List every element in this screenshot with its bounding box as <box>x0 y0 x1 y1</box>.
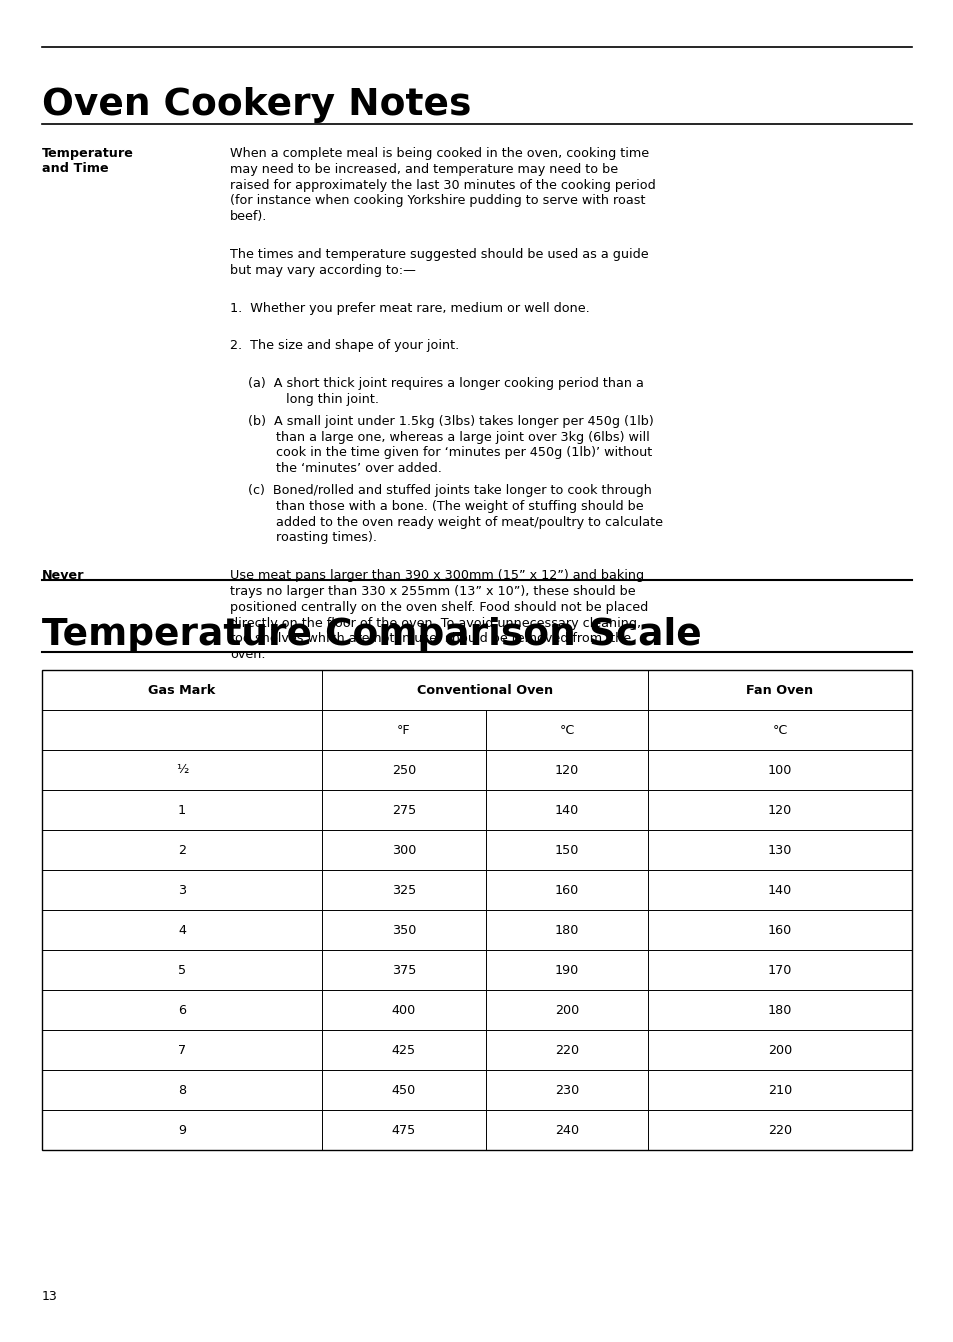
Text: may need to be increased, and temperature may need to be: may need to be increased, and temperatur… <box>230 162 618 176</box>
Text: 400: 400 <box>392 1004 416 1016</box>
Text: Gas Mark: Gas Mark <box>149 683 215 696</box>
Text: 350: 350 <box>392 923 416 937</box>
Text: 325: 325 <box>392 883 416 896</box>
Text: than a large one, whereas a large joint over 3kg (6lbs) will: than a large one, whereas a large joint … <box>248 431 649 444</box>
Text: than those with a bone. (The weight of stuffing should be: than those with a bone. (The weight of s… <box>248 499 643 513</box>
Text: 1: 1 <box>178 804 186 816</box>
Text: Temperature: Temperature <box>42 148 133 160</box>
Text: The times and temperature suggested should be used as a guide: The times and temperature suggested shou… <box>230 248 648 260</box>
Text: 220: 220 <box>767 1123 791 1137</box>
Text: 240: 240 <box>555 1123 578 1137</box>
Text: 250: 250 <box>392 764 416 777</box>
Text: Conventional Oven: Conventional Oven <box>416 683 553 696</box>
Text: 160: 160 <box>767 923 791 937</box>
Text: 100: 100 <box>767 764 791 777</box>
Text: 2: 2 <box>178 844 186 856</box>
Bar <box>42 670 911 1150</box>
Text: Temperature Comparison Scale: Temperature Comparison Scale <box>42 617 701 654</box>
Text: 230: 230 <box>555 1083 578 1096</box>
Text: raised for approximately the last 30 minutes of the cooking period: raised for approximately the last 30 min… <box>230 178 655 192</box>
Text: 450: 450 <box>392 1083 416 1096</box>
Text: roasting times).: roasting times). <box>248 531 376 545</box>
Text: °C: °C <box>772 723 787 737</box>
Text: (c)  Boned/rolled and stuffed joints take longer to cook through: (c) Boned/rolled and stuffed joints take… <box>248 484 651 497</box>
Text: 200: 200 <box>767 1044 791 1056</box>
Text: 160: 160 <box>555 883 578 896</box>
Text: and Time: and Time <box>42 162 109 176</box>
Text: (for instance when cooking Yorkshire pudding to serve with roast: (for instance when cooking Yorkshire pud… <box>230 195 645 208</box>
Text: 120: 120 <box>555 764 578 777</box>
Text: 200: 200 <box>555 1004 578 1016</box>
Text: (a)  A short thick joint requires a longer cooking period than a: (a) A short thick joint requires a longe… <box>248 377 643 391</box>
Text: 180: 180 <box>767 1004 791 1016</box>
Text: When a complete meal is being cooked in the oven, cooking time: When a complete meal is being cooked in … <box>230 148 648 160</box>
Text: 5: 5 <box>178 964 186 977</box>
Text: 140: 140 <box>555 804 578 816</box>
Text: 140: 140 <box>767 883 791 896</box>
Text: (b)  A small joint under 1.5kg (3lbs) takes longer per 450g (1lb): (b) A small joint under 1.5kg (3lbs) tak… <box>248 415 653 428</box>
Text: 190: 190 <box>555 964 578 977</box>
Text: 300: 300 <box>392 844 416 856</box>
Text: 6: 6 <box>178 1004 186 1016</box>
Text: 7: 7 <box>178 1044 186 1056</box>
Text: °F: °F <box>396 723 411 737</box>
Text: Never: Never <box>42 569 85 582</box>
Text: 180: 180 <box>555 923 578 937</box>
Text: cook in the time given for ‘minutes per 450g (1lb)’ without: cook in the time given for ‘minutes per … <box>248 447 652 459</box>
Text: 475: 475 <box>392 1123 416 1137</box>
Text: rod shelves which are not in use, should be removed from  the: rod shelves which are not in use, should… <box>230 632 631 646</box>
Text: 130: 130 <box>767 844 791 856</box>
Text: 375: 375 <box>392 964 416 977</box>
Text: 3: 3 <box>178 883 186 896</box>
Text: 13: 13 <box>42 1290 58 1303</box>
Text: ½: ½ <box>175 764 188 777</box>
Text: 275: 275 <box>392 804 416 816</box>
Text: Oven Cookery Notes: Oven Cookery Notes <box>42 87 471 123</box>
Text: 150: 150 <box>555 844 578 856</box>
Text: 170: 170 <box>767 964 791 977</box>
Text: 120: 120 <box>767 804 791 816</box>
Text: 9: 9 <box>178 1123 186 1137</box>
Text: 2.  The size and shape of your joint.: 2. The size and shape of your joint. <box>230 340 458 353</box>
Text: Use meat pans larger than 390 x 300mm (15” x 12”) and baking: Use meat pans larger than 390 x 300mm (1… <box>230 569 643 582</box>
Text: 425: 425 <box>392 1044 416 1056</box>
Text: directly on the floor of the oven. To avoid unnecessary cleaning,: directly on the floor of the oven. To av… <box>230 616 640 629</box>
Text: 8: 8 <box>178 1083 186 1096</box>
Text: 4: 4 <box>178 923 186 937</box>
Text: 220: 220 <box>555 1044 578 1056</box>
Text: Fan Oven: Fan Oven <box>745 683 813 696</box>
Text: 1.  Whether you prefer meat rare, medium or well done.: 1. Whether you prefer meat rare, medium … <box>230 302 589 314</box>
Text: long thin joint.: long thin joint. <box>286 393 378 407</box>
Text: trays no larger than 330 x 255mm (13” x 10”), these should be: trays no larger than 330 x 255mm (13” x … <box>230 585 635 599</box>
Text: positioned centrally on the oven shelf. Food should not be placed: positioned centrally on the oven shelf. … <box>230 601 648 613</box>
Text: but may vary according to:—: but may vary according to:— <box>230 264 416 276</box>
Text: beef).: beef). <box>230 211 267 223</box>
Text: °C: °C <box>558 723 574 737</box>
Text: oven.: oven. <box>230 648 265 662</box>
Text: added to the oven ready weight of meat/poultry to calculate: added to the oven ready weight of meat/p… <box>248 515 662 529</box>
Text: 210: 210 <box>767 1083 791 1096</box>
Text: the ‘minutes’ over added.: the ‘minutes’ over added. <box>248 462 441 475</box>
